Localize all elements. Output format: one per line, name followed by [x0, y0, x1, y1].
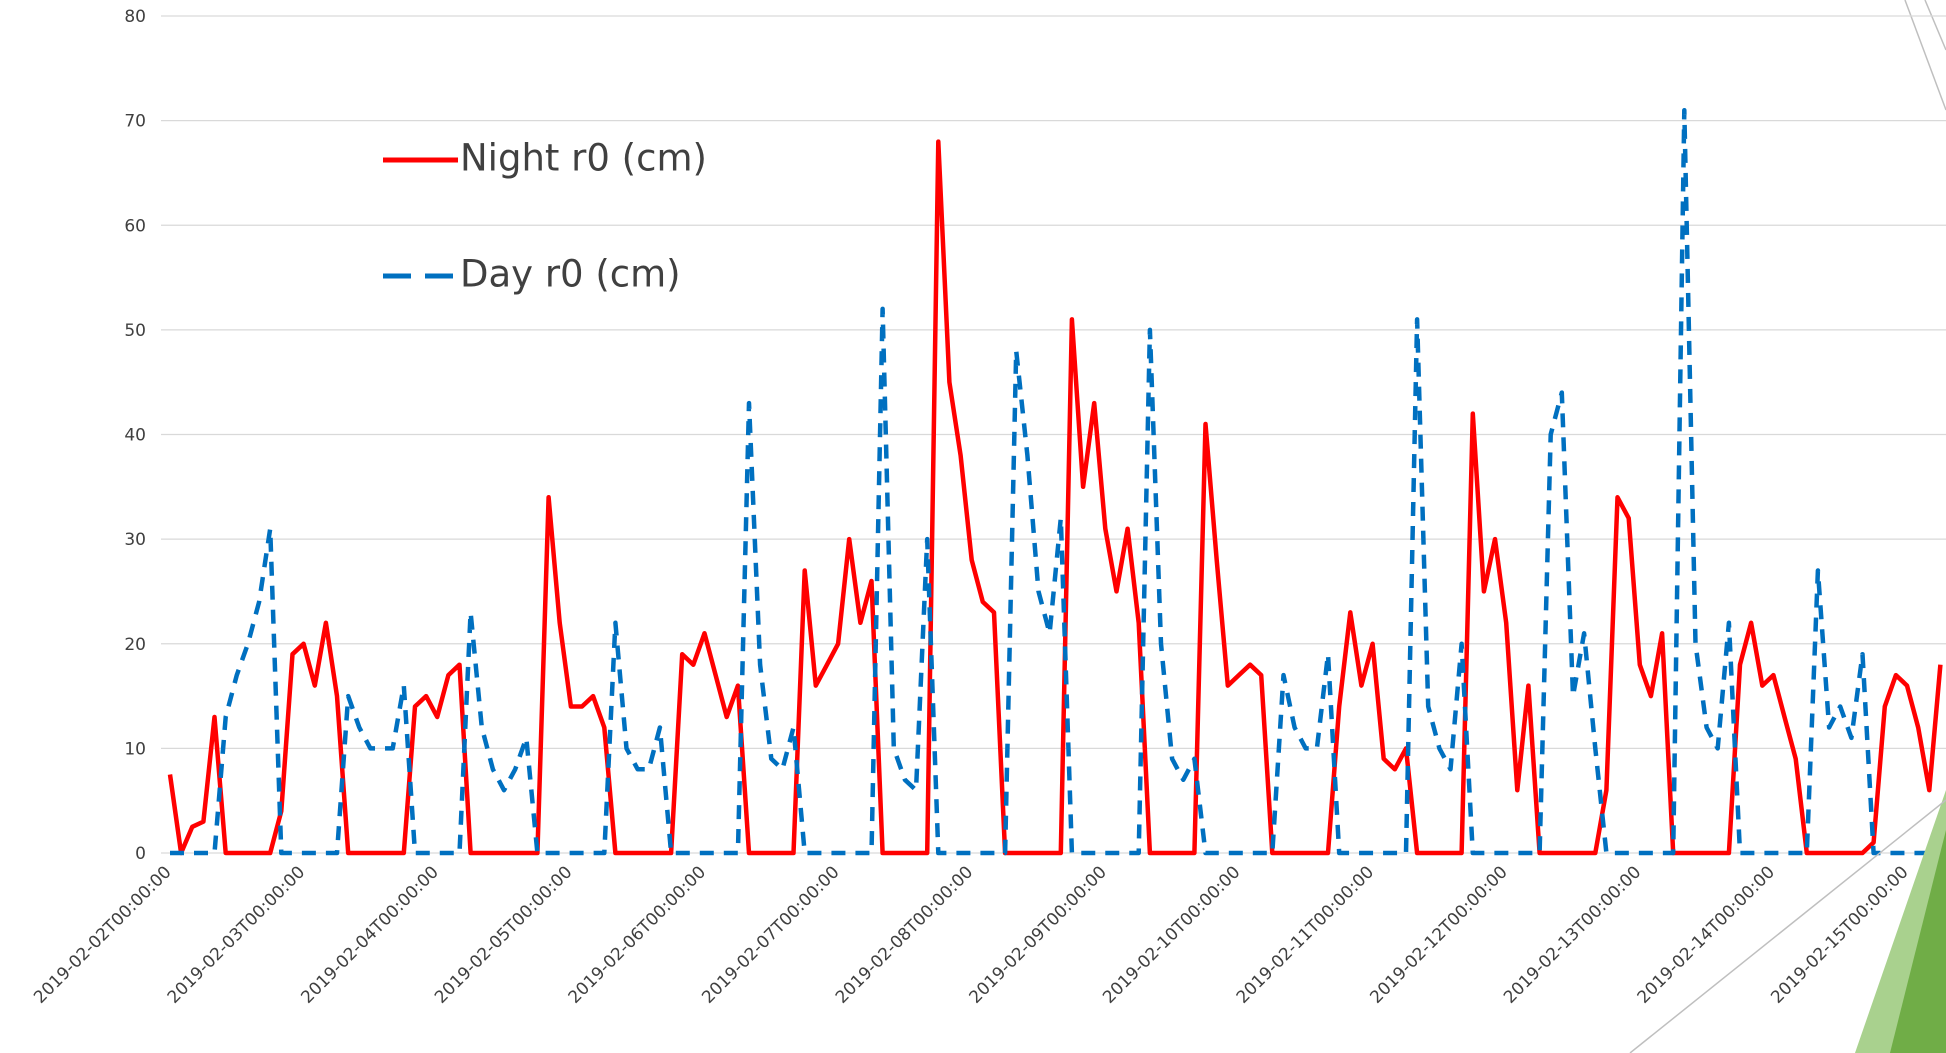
legend-label: Night r0 (cm) — [460, 137, 707, 180]
y-tick-label: 40 — [124, 426, 146, 446]
decor-triangle — [1890, 830, 1946, 1053]
x-tick-label: 2019-02-05T00:00:00 — [431, 862, 576, 1007]
x-tick-label: 2019-02-11T00:00:00 — [1233, 862, 1378, 1007]
y-tick-label: 80 — [124, 7, 146, 27]
y-tick-label: 20 — [124, 635, 146, 655]
x-tick-label: 2019-02-09T00:00:00 — [966, 862, 1111, 1007]
y-tick-label: 10 — [124, 739, 146, 759]
legend-label: Day r0 (cm) — [460, 253, 681, 296]
x-tick-label: 2019-02-08T00:00:00 — [832, 862, 977, 1007]
y-tick-label: 60 — [124, 216, 146, 236]
x-tick-label: 2019-02-04T00:00:00 — [297, 862, 442, 1007]
x-tick-label: 2019-02-12T00:00:00 — [1366, 862, 1511, 1007]
y-tick-label: 50 — [124, 321, 146, 341]
data-line — [170, 107, 1941, 856]
x-tick-label: 2019-02-02T00:00:00 — [30, 862, 175, 1007]
x-tick-label: 2019-02-07T00:00:00 — [698, 862, 843, 1007]
y-tick-label: 0 — [135, 844, 146, 864]
x-tick-label: 2019-02-10T00:00:00 — [1099, 862, 1244, 1007]
data-line — [167, 139, 1943, 856]
x-tick-label: 2019-02-03T00:00:00 — [164, 862, 309, 1007]
plot-area: 010203040506070802019-02-02T00:00:002019… — [30, 7, 1946, 1008]
decor-line — [1904, 0, 1946, 111]
decor-line — [1629, 799, 1946, 1053]
x-tick-label: 2019-02-13T00:00:00 — [1500, 862, 1645, 1007]
y-tick-label: 70 — [124, 112, 146, 132]
decor-line — [1924, 0, 1946, 51]
x-tick-label: 2019-02-06T00:00:00 — [565, 862, 710, 1007]
y-tick-label: 30 — [124, 530, 146, 550]
x-tick-label: 2019-02-14T00:00:00 — [1634, 862, 1779, 1007]
